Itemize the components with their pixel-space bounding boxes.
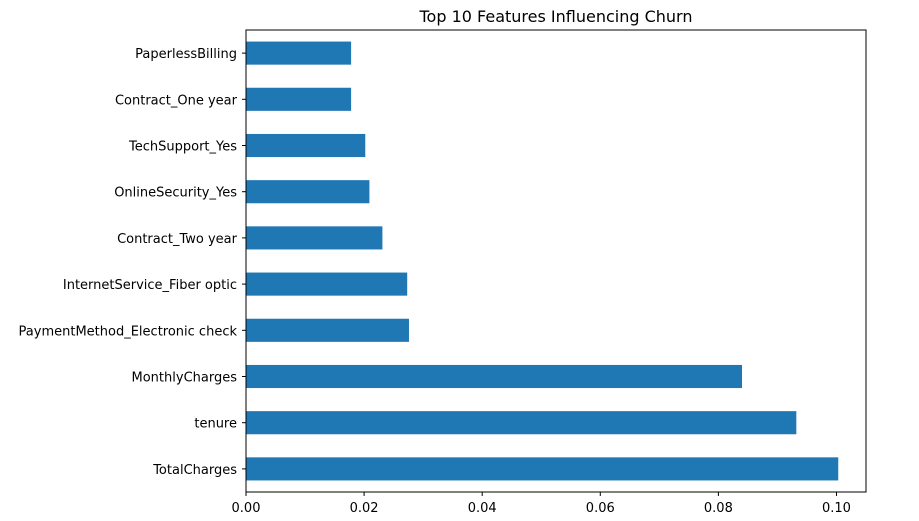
- y-tick-label: TechSupport_Yes: [128, 140, 237, 155]
- x-tick-label: 0.04: [468, 501, 497, 516]
- bar-monthlycharges: [246, 364, 742, 389]
- y-tick-label: InternetService_Fiber optic: [63, 278, 237, 293]
- bar-paymentmethod-electronic-check: [246, 318, 409, 342]
- bar-tenure: [246, 411, 797, 435]
- y-tick-label: PaperlessBilling: [135, 47, 237, 62]
- bar-internetservice-fiber-optic: [246, 272, 408, 296]
- plot-frame: [245, 29, 867, 493]
- y-tick-label: OnlineSecurity_Yes: [114, 186, 237, 201]
- bars-group: [246, 41, 839, 481]
- y-tick-label: PaymentMethod_Electronic check: [19, 324, 238, 339]
- y-tick-label: TotalCharges: [152, 463, 237, 478]
- y-axis-ticks: TotalCharges tenure MonthlyCharges PaymentM…: [19, 47, 246, 478]
- bar-contract-two-year: [246, 226, 383, 250]
- bar-techsupport-yes: [246, 133, 366, 158]
- bar-contract-one-year: [246, 87, 352, 111]
- y-tick-label: MonthlyCharges: [132, 371, 238, 386]
- x-tick-label: 0.06: [586, 501, 615, 516]
- x-tick-label: 0.10: [822, 501, 851, 516]
- bar-totalcharges: [246, 457, 839, 481]
- x-tick-label: 0.08: [704, 501, 733, 516]
- x-tick-label: 0.00: [232, 501, 261, 516]
- x-tick-label: 0.02: [350, 501, 379, 516]
- chart-title: Top 10 Features Influencing Churn: [419, 7, 693, 26]
- x-axis-ticks: 0.00 0.02 0.04 0.06 0.08 0.10: [232, 492, 851, 516]
- bar-onlinesecurity-yes: [246, 180, 370, 204]
- y-tick-label: Contract_One year: [115, 93, 238, 108]
- y-tick-label: Contract_Two year: [117, 232, 238, 247]
- bar-paperlessbilling: [246, 41, 352, 65]
- y-tick-label: tenure: [194, 417, 237, 432]
